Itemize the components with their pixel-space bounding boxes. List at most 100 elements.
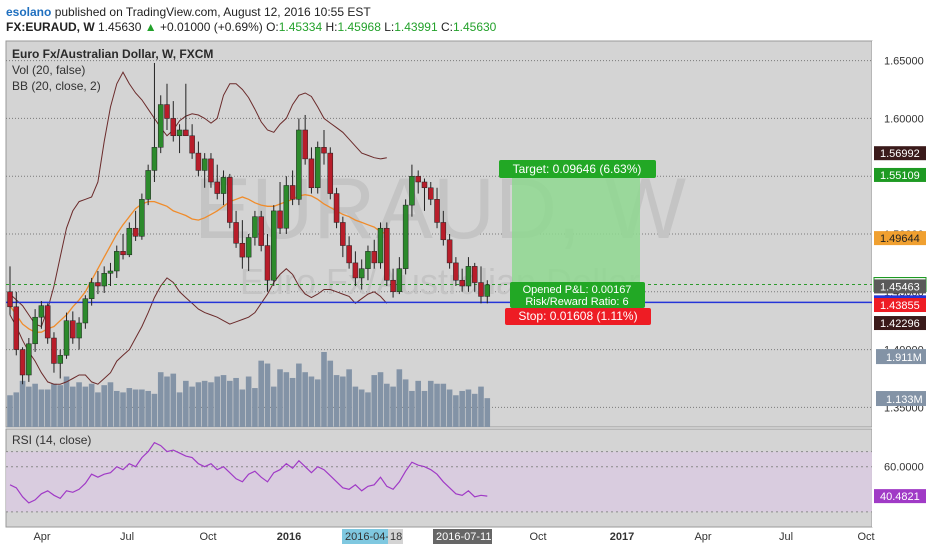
volume-legend: Vol (20, false): [12, 63, 85, 77]
volume-bar-0: [7, 395, 13, 427]
candle-body-35: [227, 177, 233, 223]
time-tick-0: Apr: [33, 531, 50, 543]
chart-header: esolano published on TradingView.com, Au…: [0, 0, 932, 38]
candle-body-19: [126, 227, 133, 256]
candle-body-46: [296, 129, 302, 200]
position-labels: Target: 0.09646 (6.63%) Opened P&L: 0.00…: [499, 160, 656, 325]
candle-body-11: [76, 322, 82, 339]
price-label-6: 1.43855: [880, 300, 920, 312]
candle-body-73: [465, 266, 472, 287]
volume-bar-46: [296, 363, 302, 427]
volume-bar-44: [283, 372, 290, 427]
candle-body-61: [390, 279, 396, 293]
volume-bar-13: [88, 383, 95, 427]
last-price: 1.45630: [98, 20, 142, 34]
volume-bar-34: [220, 375, 227, 427]
candle-body-12: [82, 298, 89, 324]
volume-bar-2: [19, 380, 26, 427]
rsi-tick-0: 60.0000: [884, 462, 924, 474]
target-zone: [512, 174, 640, 287]
candle-body-62: [396, 268, 403, 293]
volume-bar-73: [465, 389, 472, 427]
bollinger-legend: BB (20, close, 2): [12, 79, 101, 93]
volume-bar-71: [453, 395, 459, 427]
symbol-name: FX:EURAUD, W: [6, 20, 95, 34]
date-highlight-box-2: [433, 529, 492, 544]
volume-bar-31: [201, 380, 208, 427]
gridlines: [6, 60, 872, 513]
candle-body-30: [195, 152, 202, 171]
candle-body-28: [183, 129, 189, 137]
volume-bar-8: [57, 385, 64, 427]
date-highlight-box-0: [342, 529, 388, 544]
volume-bar-33: [214, 376, 221, 427]
volume-bar-19: [126, 388, 133, 427]
volume-bar-18: [120, 392, 126, 427]
volume-bar-39: [252, 388, 258, 427]
volume-bar-14: [95, 392, 101, 427]
volume-bar-60: [384, 383, 390, 427]
volume-bar-28: [183, 380, 189, 427]
candle-body-4: [32, 316, 38, 345]
author-link[interactable]: esolano: [6, 5, 52, 19]
volume-bar-75: [478, 386, 484, 427]
rsi-value-box: [874, 489, 926, 504]
time-tick-1: Jul: [120, 531, 134, 543]
price-label-box-4: [874, 279, 926, 294]
candle-body-2: [19, 349, 26, 376]
chart-title: Euro Fx/Australian Dollar, W, FXCM: [12, 47, 213, 61]
volume-bar-55: [352, 386, 359, 427]
symbol-summary: FX:EURAUD, W 1.45630 ▲ +0.01000 (+0.69%)…: [6, 20, 496, 34]
volume-bar-30: [195, 382, 202, 427]
candle-body-13: [88, 282, 95, 299]
candle-body-16: [107, 270, 114, 274]
candle-body-57: [365, 251, 371, 269]
target-label-box: [499, 160, 656, 178]
date-highlight-0: 2016-04-04: [345, 531, 401, 543]
candle-body-74: [471, 266, 478, 283]
high-label: H:: [325, 20, 338, 34]
candle-body-14: [95, 282, 101, 287]
candle-body-39: [252, 216, 258, 238]
volume-bar-35: [227, 380, 233, 427]
volume-bars: [7, 352, 491, 427]
volume-bar-21: [139, 389, 145, 427]
time-axis[interactable]: AprJulOct2016AprJulOct2017AprJulOct2016-…: [33, 529, 875, 544]
candle-body-60: [384, 227, 390, 281]
candle-body-20: [132, 227, 139, 237]
volume-bar-48: [308, 376, 315, 427]
volume-bar-67: [427, 380, 434, 427]
price-axis[interactable]: 1.650001.600001.550001.500001.450001.400…: [872, 41, 932, 527]
volume-bar-65: [415, 380, 421, 427]
volume-bar-12: [82, 386, 89, 427]
volume-bar-24: [157, 372, 164, 427]
candle-body-49: [314, 147, 321, 189]
volume-bar-5: [38, 389, 45, 427]
volume-bar-32: [208, 382, 214, 427]
price-chart[interactable]: EURAUD, W Euro Fx/Australian Dollar 1.65…: [0, 38, 932, 550]
price-label-2: 1.49644: [880, 233, 920, 245]
candle-body-34: [220, 177, 227, 194]
open-value: 1.45334: [278, 20, 323, 34]
close-value: 1.45630: [452, 20, 497, 34]
volume-label-box-1: [876, 391, 926, 407]
volume-bar-57: [365, 392, 371, 427]
candle-body-22: [145, 170, 151, 200]
volume-bar-15: [101, 385, 107, 427]
date-highlight-2: 2016-07-11: [436, 531, 491, 543]
price-label-0: 1.56992: [880, 148, 920, 160]
volume-bar-45: [289, 377, 296, 427]
stop-label-box: [505, 308, 651, 325]
volume-bar-36: [233, 377, 239, 427]
rsi-value-label: 40.4821: [880, 491, 920, 503]
volume-bar-22: [145, 390, 151, 427]
candle-body-58: [371, 251, 377, 264]
volume-bar-66: [421, 390, 428, 427]
candle-body-38: [245, 237, 252, 258]
volume-bar-43: [277, 369, 283, 427]
candle-body-43: [277, 210, 283, 229]
volume-label-1: 1.133M: [886, 394, 923, 406]
candle-body-53: [340, 222, 346, 246]
date-highlight-1: 18: [390, 531, 402, 543]
candle-body-44: [283, 185, 290, 229]
